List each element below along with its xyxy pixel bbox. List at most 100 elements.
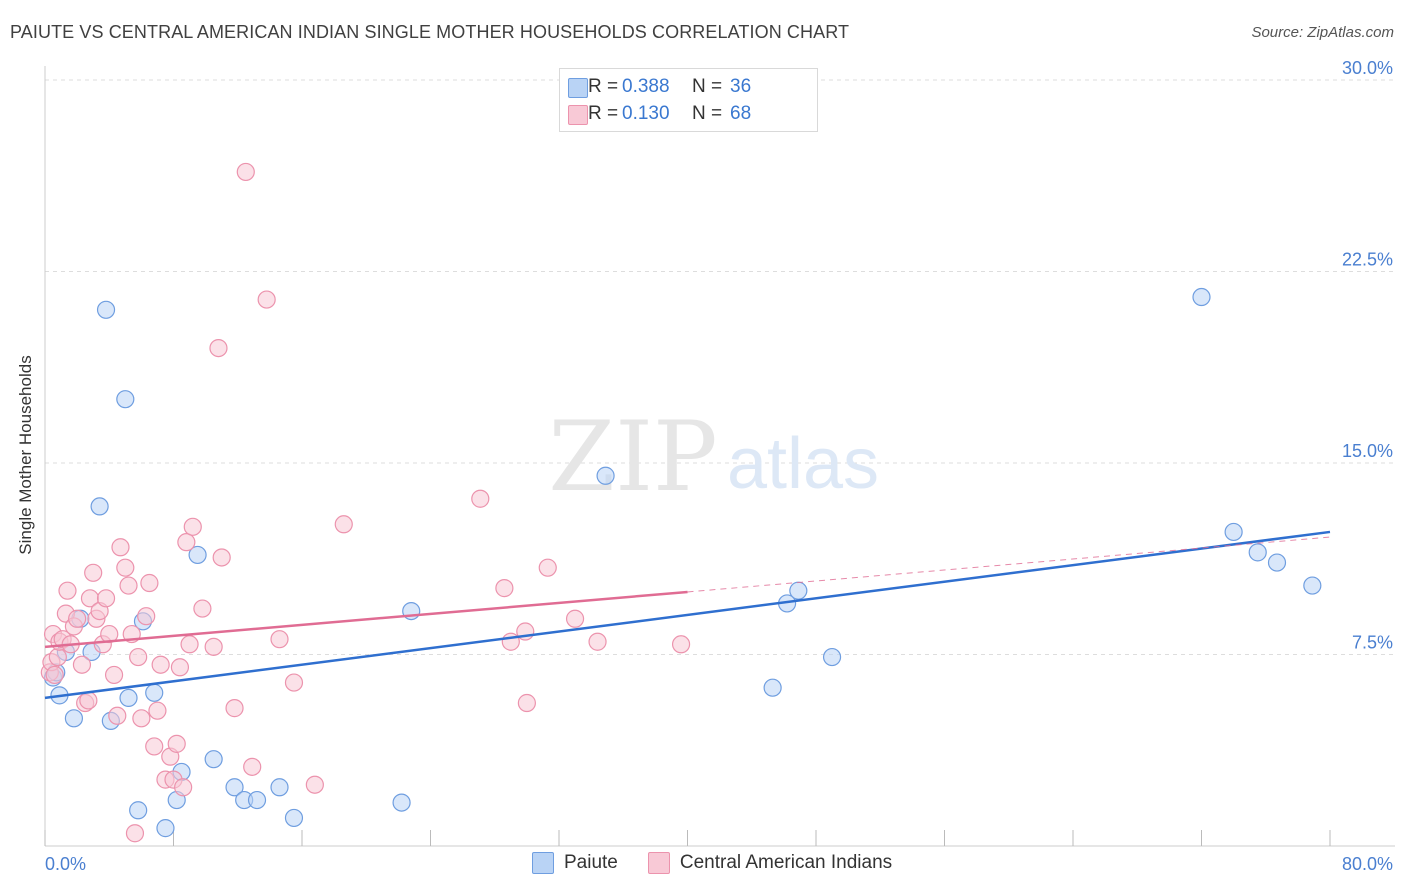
central-american-indians-point — [193, 599, 212, 618]
paiute-point — [64, 709, 84, 728]
central-american-indians-point — [45, 665, 64, 685]
central-american-indians-point — [180, 635, 199, 654]
central-american-indians-point — [137, 607, 156, 626]
central-american-indians-point — [72, 655, 92, 674]
central-american-indians-point — [108, 706, 127, 725]
central-american-indians-point — [111, 538, 130, 557]
central-american-indians-point — [177, 533, 196, 552]
legend-swatch-central-american-indians — [568, 105, 588, 125]
legend-row-central-american-indians: R = 0.130 N = 68 — [568, 103, 752, 125]
central-american-indians-point — [517, 693, 536, 713]
paiute-point — [789, 581, 808, 600]
central-american-indians-point — [209, 339, 228, 358]
series-label-paiute: Paiute — [564, 852, 618, 873]
paiute-point — [1192, 287, 1211, 307]
paiute-point — [225, 778, 244, 797]
central-american-indians-point — [183, 517, 202, 536]
central-american-indians-trend-line — [44, 590, 688, 649]
series-swatch-central-american-indians — [647, 852, 670, 874]
central-american-indians-point — [565, 609, 585, 628]
central-american-indians-point — [588, 632, 607, 651]
correlation-legend: R = 0.388 N = 36 R = 0.130 N = 68 — [559, 68, 818, 132]
central-american-indians-point — [148, 701, 167, 720]
y-tick-label: 15.0% — [1342, 441, 1393, 461]
central-american-indians-trend-line-extension — [687, 536, 1331, 593]
x-tick-label-max: 80.0% — [1342, 854, 1393, 874]
central-american-indians-point — [243, 757, 262, 776]
legend-r-label: R = — [588, 103, 619, 124]
central-american-indians-point — [125, 824, 145, 843]
data-points — [40, 162, 1322, 843]
central-american-indians-point — [334, 515, 353, 534]
paiute-point — [270, 778, 289, 797]
central-american-indians-point — [116, 558, 135, 577]
central-american-indians-point — [129, 647, 148, 667]
watermark: ZIP atlas — [548, 401, 879, 513]
legend-r-value: 0.130 — [622, 103, 670, 124]
central-american-indians-point — [671, 635, 691, 654]
watermark-zip: ZIP — [548, 401, 717, 513]
watermark-atlas: atlas — [727, 424, 879, 504]
central-american-indians-point — [204, 637, 223, 656]
central-american-indians-point — [174, 778, 193, 797]
legend-n-value: 36 — [730, 76, 752, 97]
central-american-indians-point — [167, 734, 186, 753]
paiute-point — [116, 390, 135, 409]
y-tick-label: 22.5% — [1342, 250, 1393, 270]
y-axis-label: Single Mother Households — [16, 355, 35, 555]
y-tick-label: 7.5% — [1352, 633, 1393, 653]
paiute-point — [204, 750, 223, 769]
central-american-indians-point — [270, 630, 289, 649]
source-label: Source: ZipAtlas.com — [1251, 24, 1394, 41]
axes — [44, 66, 1395, 847]
tick-labels: 7.5% 15.0% 22.5% 30.0% 0.0% 80.0% — [45, 58, 1393, 874]
central-american-indians-point — [495, 579, 514, 598]
paiute-point — [188, 545, 207, 565]
y-tick-label: 30.0% — [1342, 58, 1393, 78]
central-american-indians-point — [119, 576, 138, 595]
central-american-indians-point — [104, 665, 124, 685]
central-american-indians-point — [48, 647, 67, 667]
paiute-point — [119, 688, 138, 708]
paiute-point — [1224, 522, 1243, 542]
chart-title: PAIUTE VS CENTRAL AMERICAN INDIAN SINGLE… — [10, 22, 850, 42]
central-american-indians-point — [305, 775, 324, 794]
central-american-indians-point — [84, 563, 103, 582]
central-american-indians-point — [68, 609, 87, 628]
paiute-point — [96, 300, 116, 319]
trend-lines — [44, 530, 1331, 700]
paiute-point — [1267, 553, 1287, 572]
legend-r-label: R = — [588, 76, 619, 97]
legend-n-label: N = — [692, 103, 723, 124]
legend-swatch-paiute — [568, 78, 588, 98]
paiute-point — [90, 497, 109, 516]
legend-r-value: 0.388 — [622, 76, 670, 97]
central-american-indians-point — [236, 162, 255, 182]
paiute-point — [247, 790, 267, 810]
central-american-indians-point — [151, 655, 170, 674]
central-american-indians-point — [145, 737, 164, 756]
central-american-indians-point — [257, 290, 276, 309]
paiute-point — [596, 466, 615, 485]
central-american-indians-point — [58, 581, 77, 600]
series-legend: Paiute Central American Indians — [532, 852, 922, 874]
paiute-point — [156, 819, 175, 838]
central-american-indians-point — [170, 658, 190, 677]
paiute-point — [392, 793, 411, 812]
paiute-point — [763, 678, 782, 697]
series-label-central-american-indians: Central American Indians — [679, 852, 893, 873]
paiute-point — [284, 808, 304, 828]
central-american-indians-point — [471, 489, 490, 508]
paiute-point — [1248, 543, 1267, 562]
paiute-trend-line — [44, 530, 1331, 700]
series-swatch-paiute — [532, 852, 554, 874]
legend-n-value: 68 — [730, 103, 752, 124]
series-legend-paiute: Paiute — [532, 852, 618, 874]
legend-row-paiute: R = 0.388 N = 36 — [568, 76, 752, 98]
paiute-point — [129, 801, 148, 820]
x-tick-label-min: 0.0% — [45, 854, 86, 874]
central-american-indians-point — [79, 691, 98, 710]
legend-n-label: N = — [692, 76, 723, 97]
paiute-point — [145, 683, 164, 702]
